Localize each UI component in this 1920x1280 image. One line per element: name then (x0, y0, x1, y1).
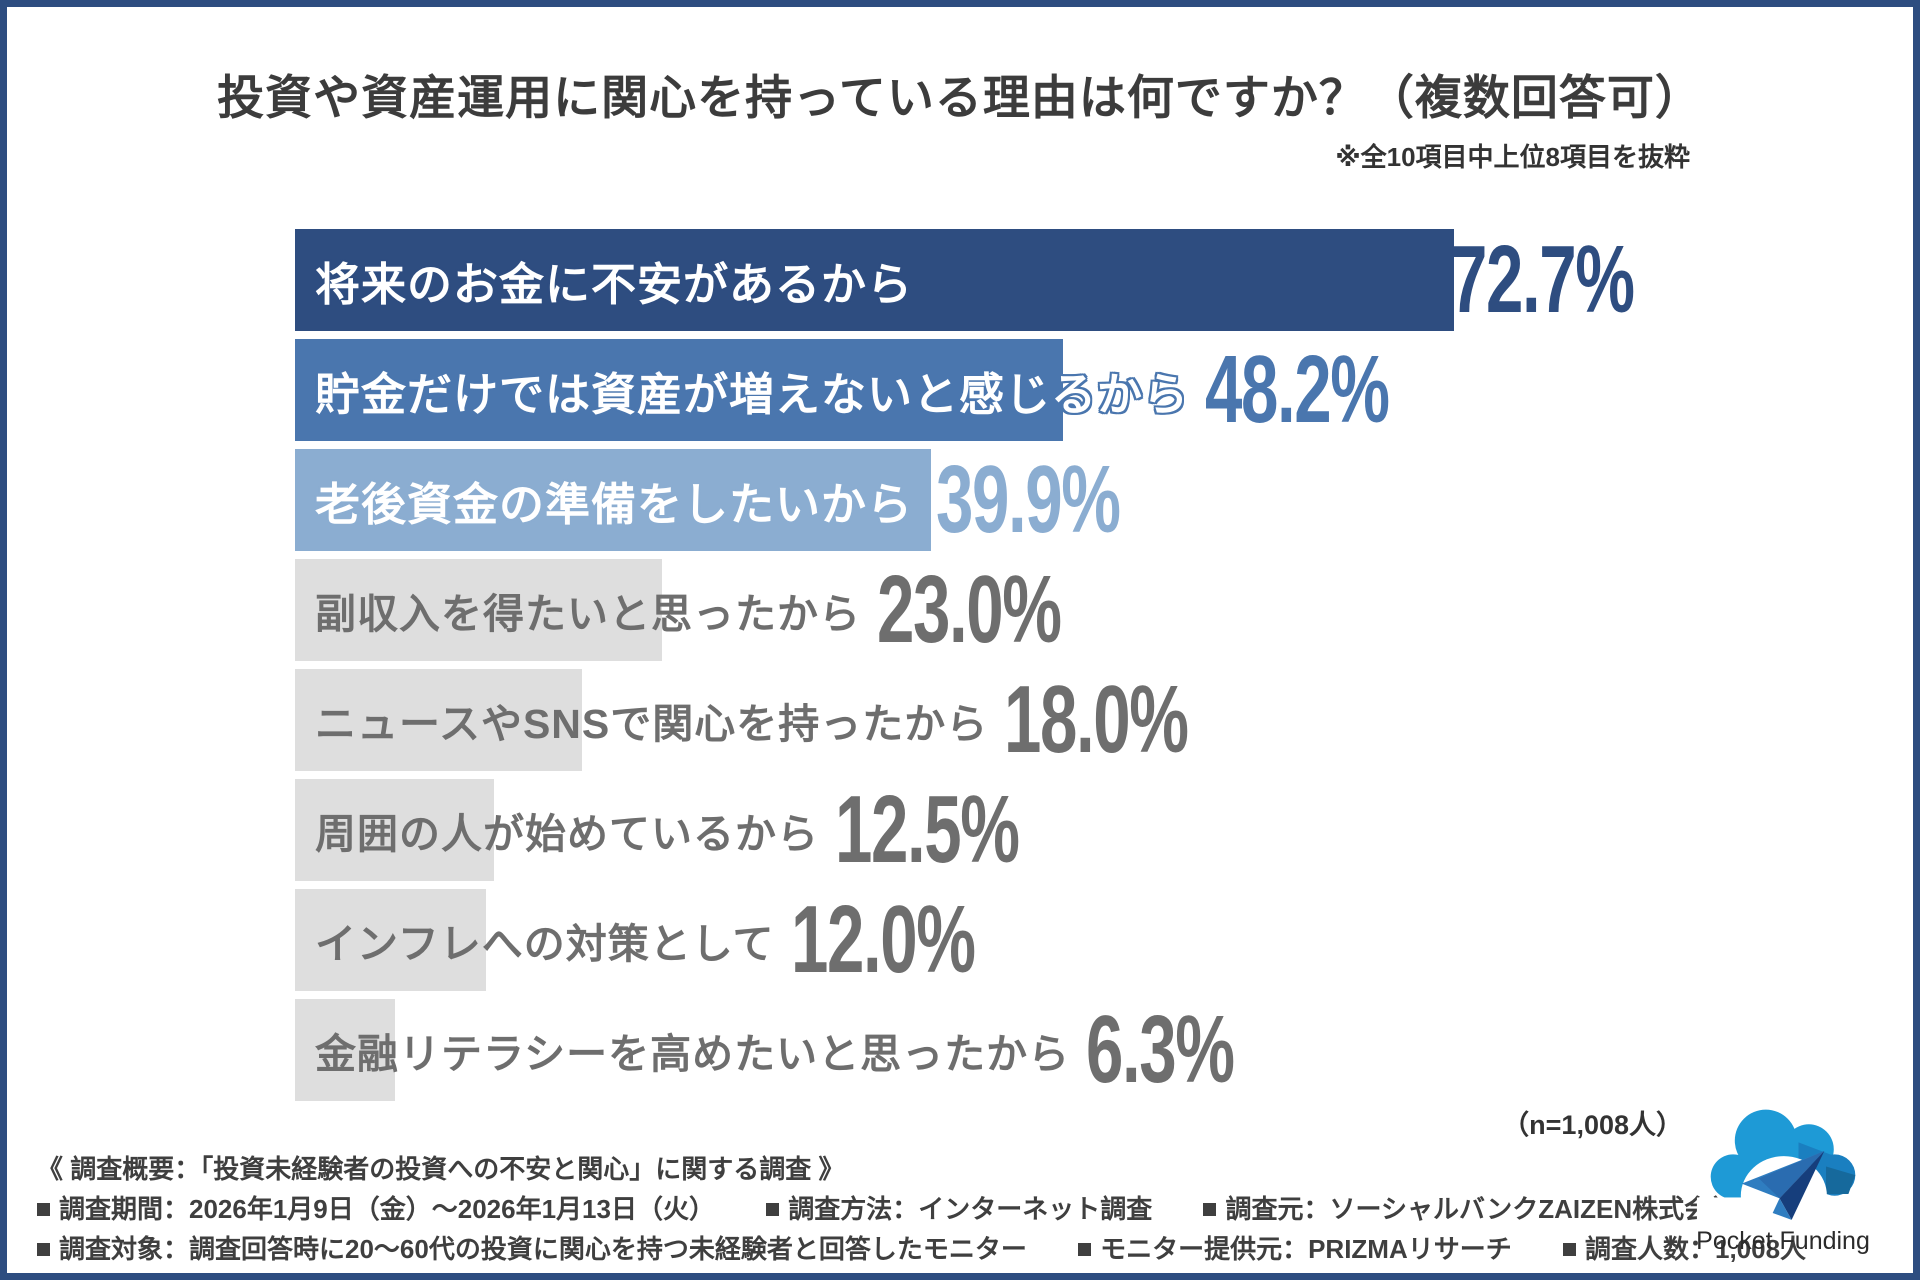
cloud-paper-plane-icon (1696, 1109, 1870, 1225)
bar-1 (295, 229, 1454, 331)
bar-7 (295, 889, 487, 991)
survey-line-2: 調査期間：2026年1月9日（金）～2026年1月13日（火） 調査方法：インタ… (37, 1189, 1806, 1229)
survey-respondents: 調査人数：1,008人 (1562, 1229, 1806, 1269)
square-bullet-icon (1203, 1203, 1217, 1216)
bar-2 (295, 339, 1064, 441)
logo-caption: Pocket Funding (1696, 1227, 1870, 1255)
bar-4 (295, 559, 662, 661)
bar-chart: 将来のお金に不安があるから 72.7% 貯金だけでは資産が増えないと感じるから … (295, 229, 1635, 1109)
bar-row-5: ニュースやSNSで関心を持ったから 18.0% (295, 669, 1454, 771)
page-title: 投資や資産運用に関心を持っている理由は何ですか？（複数回答可） (217, 71, 1703, 124)
square-bullet-icon (37, 1243, 50, 1256)
bar-row-2: 貯金だけでは資産が増えないと感じるから 48.2% (295, 339, 1454, 441)
bar-label-6: 周囲の人が始めているから (315, 811, 819, 857)
bar-value-4: 23.0% (877, 556, 1062, 663)
pocket-funding-logo: Pocket Funding (1695, 1089, 1871, 1256)
bar-value-7: 12.0% (790, 886, 976, 993)
chart-note: ※全10項目中上位8項目を抜粋 (1335, 142, 1690, 172)
bar-5 (295, 669, 582, 771)
bar-label-8: 金融リテラシーを高めたいと思ったから (315, 1031, 1071, 1077)
bar-6 (295, 779, 495, 881)
survey-line-3: 調査対象：調査回答時に20～60代の投資に関心を持つ未経験者と回答したモニター … (37, 1229, 1806, 1269)
bar-value-1: 72.7% (1450, 226, 1635, 333)
bar-label-1: 将来のお金に不安があるから (315, 258, 914, 310)
bar-label-7: インフレへの対策として (315, 921, 775, 967)
bar-label-2: 貯金だけでは資産が増えないと感じるから (315, 368, 1190, 420)
bar-value-3: 39.9% (936, 446, 1121, 553)
survey-source: 調査元：ソーシャルバンクZAIZEN株式会社 (1203, 1189, 1736, 1229)
bar-row-8: 金融リテラシーを高めたいと思ったから 6.3% (295, 999, 1454, 1101)
bar-value-5: 18.0% (1004, 666, 1189, 773)
square-bullet-icon (1562, 1243, 1576, 1256)
bar-row-3: 老後資金の準備をしたいから 39.9% (295, 449, 1454, 551)
survey-target: 調査対象：調査回答時に20～60代の投資に関心を持つ未経験者と回答したモニター (37, 1229, 1027, 1269)
square-bullet-icon (37, 1203, 50, 1216)
bar-row-6: 周囲の人が始めているから 12.5% (295, 779, 1454, 881)
bar-value-8: 6.3% (1086, 996, 1235, 1103)
square-bullet-icon (1078, 1243, 1092, 1256)
bar-8 (295, 999, 396, 1101)
bar-value-6: 12.5% (835, 776, 1020, 883)
survey-overview: 《 調査概要：「投資未経験者の投資への不安と関心」に関する調査 》 調査期間：2… (37, 1149, 1806, 1269)
bar-row-1: 将来のお金に不安があるから 72.7% (295, 229, 1635, 331)
bar-value-2: 48.2% (1205, 336, 1390, 443)
sample-size-label: （n=1,008人） (1502, 1110, 1683, 1140)
survey-monitor-provider: モニター提供元：PRIZMAリサーチ (1078, 1229, 1512, 1269)
bar-label-5: ニュースやSNSで関心を持ったから (315, 701, 989, 747)
bar-row-7: インフレへの対策として 12.0% (295, 889, 1454, 991)
square-bullet-icon (766, 1203, 780, 1216)
survey-period: 調査期間：2026年1月9日（金）～2026年1月13日（火） (37, 1189, 715, 1229)
survey-method: 調査方法：インターネット調査 (766, 1189, 1152, 1229)
bar-label-3: 老後資金の準備をしたいから (315, 478, 914, 530)
bar-3 (295, 449, 932, 551)
survey-heading: 《 調査概要：「投資未経験者の投資への不安と関心」に関する調査 》 (37, 1154, 845, 1184)
bar-row-4: 副収入を得たいと思ったから 23.0% (295, 559, 1454, 661)
bar-label-4: 副収入を得たいと思ったから (315, 591, 861, 637)
